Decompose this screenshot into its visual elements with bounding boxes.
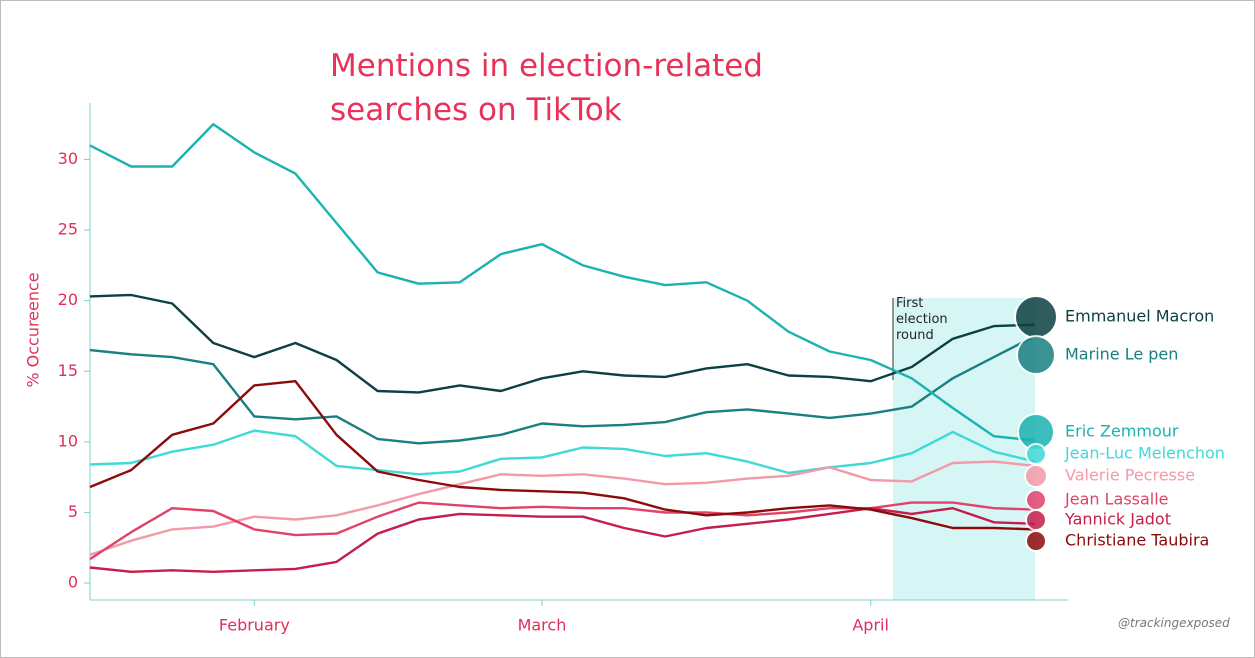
legend-label: Yannick Jadot	[1064, 510, 1171, 529]
x-tick-label: April	[852, 616, 889, 635]
chart-title: Mentions in election-related searches on…	[330, 48, 763, 128]
legend-photo	[1025, 530, 1047, 552]
series-line	[89, 429, 1036, 476]
legend-photo	[1025, 509, 1047, 531]
legend-photo	[1025, 443, 1047, 465]
series-line	[89, 334, 1036, 445]
credit: @trackingexposed	[1118, 616, 1230, 630]
series-line	[89, 507, 1036, 573]
y-tick-label: 10	[58, 431, 78, 450]
series-line	[89, 501, 1036, 561]
y-tick-label: 0	[68, 573, 78, 592]
x-tick-label: March	[518, 616, 567, 635]
legend-label: Eric Zemmour	[1065, 422, 1179, 441]
y-tick-label: 30	[58, 149, 78, 168]
legend-photo	[1025, 489, 1047, 511]
y-tick-label: 15	[58, 361, 78, 380]
series-line	[89, 123, 1036, 442]
y-tick-label: 20	[58, 290, 78, 309]
legend-photo	[1024, 464, 1048, 488]
y-axis-label: % Occureence	[24, 272, 43, 387]
series-line	[89, 460, 1036, 556]
legend-label: Emmanuel Macron	[1065, 307, 1214, 326]
legend-label: Valerie Pecresse	[1065, 466, 1195, 485]
series-line	[89, 293, 1036, 394]
y-tick-label: 5	[68, 502, 78, 521]
y-tick-label: 25	[58, 220, 78, 239]
series-line	[89, 380, 1036, 531]
legend-label: Marine Le pen	[1065, 345, 1178, 364]
legend-photo	[1014, 295, 1058, 339]
x-tick-label: February	[219, 616, 290, 635]
legend-label: Jean-Luc Melenchon	[1064, 444, 1225, 463]
annotation: First election round	[896, 296, 948, 343]
legend-label: Jean Lassalle	[1064, 490, 1169, 509]
legend-photo	[1016, 335, 1056, 375]
legend-label: Christiane Taubira	[1065, 531, 1209, 550]
